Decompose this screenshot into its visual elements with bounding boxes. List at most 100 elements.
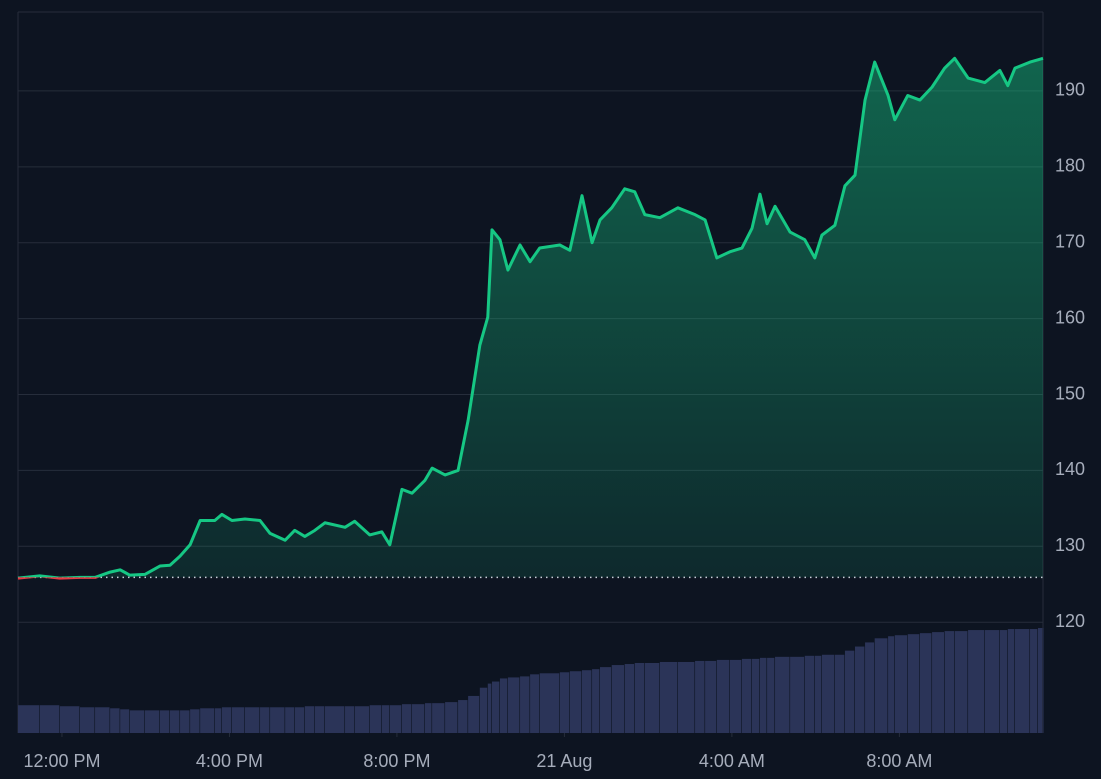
volume-bar bbox=[499, 678, 508, 733]
volume-bar bbox=[790, 656, 805, 733]
volume-bar bbox=[432, 703, 445, 733]
volume-bar bbox=[381, 705, 390, 733]
volume-bar bbox=[110, 708, 120, 733]
volume-bar bbox=[1007, 629, 1015, 733]
volume-bar bbox=[592, 669, 600, 733]
volume-bar bbox=[401, 704, 412, 733]
volume-bar bbox=[389, 705, 402, 733]
volume-bar bbox=[677, 661, 695, 733]
y-tick-label: 170 bbox=[1055, 231, 1085, 251]
volume-bar bbox=[144, 710, 160, 733]
volume-bar bbox=[844, 650, 855, 733]
volume-bar bbox=[95, 707, 110, 733]
volume-bar bbox=[741, 658, 752, 733]
volume-bar bbox=[129, 710, 145, 733]
price-line bbox=[17, 56, 1044, 578]
volume-bar bbox=[260, 707, 270, 733]
volume-bar bbox=[1043, 628, 1044, 733]
volume-bar bbox=[984, 630, 1000, 733]
y-tick-label: 190 bbox=[1055, 80, 1085, 100]
volume-bar bbox=[59, 706, 80, 733]
y-tick-label: 180 bbox=[1055, 156, 1085, 176]
volume-bar bbox=[270, 707, 285, 733]
volume-bar bbox=[716, 659, 730, 733]
y-tick-label: 120 bbox=[1055, 611, 1085, 631]
volume-bar bbox=[1037, 628, 1043, 733]
y-tick-label: 140 bbox=[1055, 459, 1085, 479]
volume-bar bbox=[888, 636, 895, 733]
volume-bar bbox=[968, 630, 985, 733]
volume-bar bbox=[582, 670, 592, 733]
volume-bar bbox=[954, 631, 968, 733]
x-tick-label: 4:00 AM bbox=[699, 751, 765, 771]
volume-bar bbox=[520, 676, 530, 733]
volume-bar bbox=[834, 654, 845, 733]
price-area bbox=[25, 58, 1043, 578]
volume-bar bbox=[169, 710, 180, 733]
volume-bar bbox=[530, 674, 540, 733]
volume-bar bbox=[999, 630, 1008, 733]
volume-bar bbox=[294, 707, 305, 733]
volume-bar bbox=[569, 671, 582, 733]
volume-bar bbox=[705, 660, 717, 733]
volume-bar bbox=[821, 654, 835, 733]
x-tick-label: 21 Aug bbox=[536, 751, 592, 771]
volume-bar bbox=[611, 665, 625, 733]
volume-bar bbox=[907, 634, 920, 733]
volume-bar bbox=[729, 659, 742, 733]
y-tick-label: 160 bbox=[1055, 307, 1085, 327]
volume-bar bbox=[1014, 629, 1030, 733]
x-tick-label: 8:00 PM bbox=[363, 751, 430, 771]
volume-bar bbox=[354, 706, 370, 733]
volume-bar bbox=[445, 702, 458, 733]
volume-bar bbox=[458, 700, 468, 733]
volume-bar bbox=[865, 642, 875, 733]
volume-bar bbox=[751, 658, 760, 733]
volume-bar bbox=[180, 710, 190, 733]
volume-bar bbox=[659, 661, 678, 733]
volume-bar bbox=[190, 709, 200, 733]
volume-bar bbox=[804, 655, 815, 733]
y-tick-label: 150 bbox=[1055, 383, 1085, 403]
volume-bar bbox=[759, 657, 767, 733]
volume-bar bbox=[412, 704, 425, 733]
volume-bar bbox=[932, 632, 945, 733]
volume-bar bbox=[539, 673, 560, 733]
volume-bar bbox=[1030, 629, 1038, 733]
volume-bar bbox=[479, 687, 488, 733]
x-tick-label: 12:00 PM bbox=[23, 751, 100, 771]
volume-bar bbox=[39, 705, 60, 733]
volume-bar bbox=[324, 706, 345, 733]
volume-bar bbox=[767, 657, 775, 733]
x-tick-label: 8:00 AM bbox=[866, 751, 932, 771]
volume-bar bbox=[120, 709, 130, 733]
volume-bar bbox=[559, 672, 570, 733]
volume-bar bbox=[695, 660, 705, 733]
volume-bar bbox=[468, 695, 480, 733]
volume-bar bbox=[644, 663, 660, 733]
volume-bar bbox=[159, 710, 170, 733]
volume-bar bbox=[345, 706, 355, 733]
volume-bar bbox=[507, 677, 520, 733]
volume-bar bbox=[214, 708, 222, 733]
volume-bar bbox=[200, 708, 215, 733]
volume-bar bbox=[79, 707, 95, 733]
volume-bar bbox=[600, 667, 612, 733]
volume-bar bbox=[369, 705, 382, 733]
volume-bar bbox=[624, 664, 635, 733]
volume-bar bbox=[304, 706, 315, 733]
volume-bar bbox=[314, 706, 325, 733]
x-tick-label: 4:00 PM bbox=[196, 751, 263, 771]
volume-bar bbox=[634, 663, 645, 733]
volume-bar bbox=[775, 656, 790, 733]
volume-bar bbox=[18, 705, 40, 733]
volume-bar bbox=[814, 655, 822, 733]
volume-bar bbox=[874, 638, 888, 733]
volume-bar bbox=[221, 707, 232, 733]
volume-bar bbox=[231, 707, 245, 733]
volume-bar bbox=[919, 633, 932, 733]
volume-bar bbox=[944, 631, 955, 733]
volume-bar bbox=[491, 681, 500, 733]
